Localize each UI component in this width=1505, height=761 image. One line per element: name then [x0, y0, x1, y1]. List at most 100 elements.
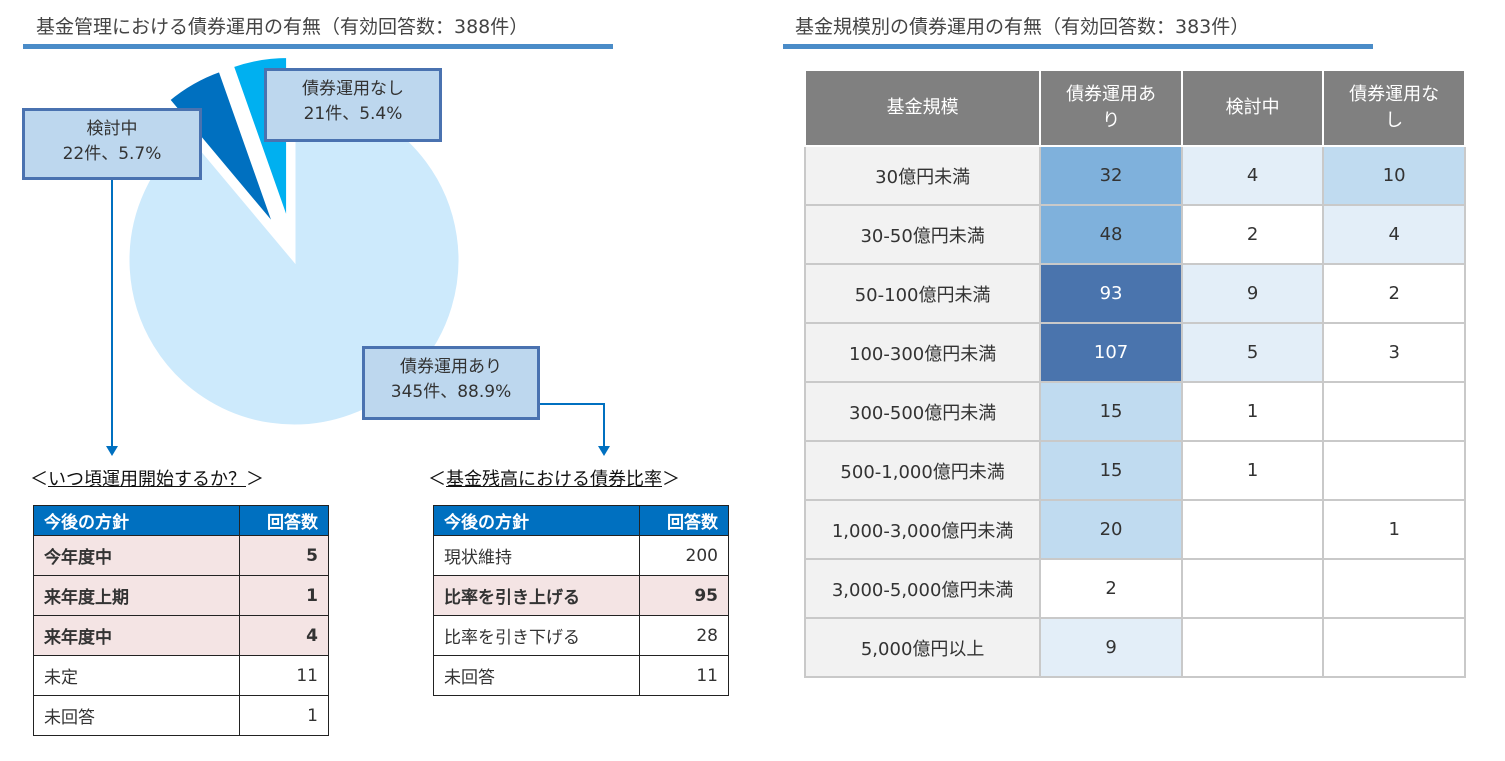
cell-検討中: 2	[1180, 204, 1325, 265]
ratio-title-text: 基金残高における債券比率	[446, 469, 662, 490]
label-nashi: 債券運用なし 21件、5.4%	[264, 68, 442, 142]
table-row: 500-1,000億円未満 15 1	[803, 440, 1466, 501]
row-label: 来年度中	[33, 615, 240, 656]
timing-header-policy: 今後の方針	[33, 505, 240, 536]
fund-size-label: 100-300億円未満	[803, 322, 1042, 383]
timing-header-count: 回答数	[239, 505, 329, 536]
cell-債券運用なし	[1322, 440, 1466, 501]
fund-size-label: 50-100億円未満	[803, 263, 1042, 324]
label-kentou-value: 22件、5.7%	[62, 144, 162, 164]
timing-title: ＜いつ頃運用開始するか？＞	[30, 469, 264, 490]
fund-size-label: 500-1,000億円未満	[803, 440, 1042, 501]
cell-検討中: 1	[1180, 381, 1325, 442]
header-nashi: 債券運用なし	[1322, 69, 1466, 147]
table-row: 未回答 1	[33, 695, 329, 736]
label-ari: 債券運用あり 345件、88.9%	[362, 346, 540, 420]
ratio-table: 今後の方針 回答数 現状維持 200 比率を引き上げる 95 比率を引き下げる 28 未回答 1…	[433, 505, 729, 696]
table-row: 30億円未満 32 4 10	[803, 145, 1466, 206]
label-ari-name: 債券運用あり	[400, 357, 502, 377]
table-row: 来年度上期 1	[33, 575, 329, 616]
right-title: 基金規模別の債券運用の有無（有効回答数：383件）	[795, 16, 1250, 38]
ratio-header-policy: 今後の方針	[433, 505, 640, 536]
table-row: 300-500億円未満 15 1	[803, 381, 1466, 442]
table-row: 30-50億円未満 48 2 4	[803, 204, 1466, 265]
arrowhead-kentou	[106, 446, 118, 456]
row-value: 1	[239, 695, 329, 736]
cell-債券運用あり: 93	[1039, 263, 1183, 324]
connector-arrows	[106, 180, 610, 456]
cell-検討中	[1180, 558, 1325, 619]
left-title-underline	[23, 44, 613, 49]
row-value: 4	[239, 615, 329, 656]
label-nashi-value: 21件、5.4%	[303, 104, 403, 124]
cell-債券運用あり: 32	[1039, 145, 1183, 206]
cell-検討中: 5	[1180, 322, 1325, 383]
table-row: 比率を引き下げる 28	[433, 615, 729, 656]
table-row: 今年度中 5	[33, 535, 329, 576]
table-row: 比率を引き上げる 95	[433, 575, 729, 616]
cell-検討中	[1180, 617, 1325, 678]
table-row: 現状維持 200	[433, 535, 729, 576]
header-kentou: 検討中	[1180, 69, 1325, 147]
header-fund-size: 基金規模	[803, 69, 1042, 147]
row-label: 未回答	[33, 695, 240, 736]
fund-size-label: 3,000-5,000億円未満	[803, 558, 1042, 619]
row-value: 11	[639, 655, 729, 696]
cell-債券運用あり: 15	[1039, 381, 1183, 442]
cell-債券運用なし	[1322, 558, 1466, 619]
label-kentou-name: 検討中	[86, 119, 138, 139]
row-label: 比率を引き下げる	[433, 615, 640, 656]
cell-債券運用なし: 3	[1322, 322, 1466, 383]
row-value: 28	[639, 615, 729, 656]
cell-債券運用なし: 4	[1322, 204, 1466, 265]
table-row: 3,000-5,000億円未満 2	[803, 558, 1466, 619]
cell-債券運用あり: 9	[1039, 617, 1183, 678]
fund-size-label: 1,000-3,000億円未満	[803, 499, 1042, 560]
cell-債券運用あり: 20	[1039, 499, 1183, 560]
timing-title-text: いつ頃運用開始するか？	[48, 469, 246, 490]
arrowhead-ari	[598, 446, 610, 456]
cell-債券運用あり: 15	[1039, 440, 1183, 501]
label-nashi-name: 債券運用なし	[302, 79, 404, 99]
cell-検討中: 4	[1180, 145, 1325, 206]
table-row: 未回答 11	[433, 655, 729, 696]
cell-債券運用なし: 1	[1322, 499, 1466, 560]
label-ari-value: 345件、88.9%	[390, 382, 512, 402]
cell-債券運用なし: 2	[1322, 263, 1466, 324]
right-title-underline	[783, 44, 1373, 49]
pie-slice-0	[126, 92, 462, 428]
table-row: 5,000億円以上 9	[803, 617, 1466, 678]
row-label: 来年度上期	[33, 575, 240, 616]
row-label: 現状維持	[433, 535, 640, 576]
row-label: 未回答	[433, 655, 640, 696]
table-row: 50-100億円未満 93 9 2	[803, 263, 1466, 324]
cell-検討中: 1	[1180, 440, 1325, 501]
table-row: 来年度中 4	[33, 615, 329, 656]
fund-size-table: 基金規模 債券運用あり 検討中 債券運用なし 30億円未満 32 4 10 30-50億…	[803, 69, 1466, 678]
left-title: 基金管理における債券運用の有無（有効回答数：388件）	[36, 16, 529, 38]
cell-検討中: 9	[1180, 263, 1325, 324]
fund-size-label: 5,000億円以上	[803, 617, 1042, 678]
cell-債券運用あり: 48	[1039, 204, 1183, 265]
cell-検討中	[1180, 499, 1325, 560]
cell-債券運用あり: 2	[1039, 558, 1183, 619]
cell-債券運用なし: 10	[1322, 145, 1466, 206]
header-ari: 債券運用あり	[1039, 69, 1183, 147]
cell-債券運用なし	[1322, 617, 1466, 678]
row-value: 5	[239, 535, 329, 576]
fund-size-label: 30億円未満	[803, 145, 1042, 206]
fund-size-label: 30-50億円未満	[803, 204, 1042, 265]
arrow-ari	[540, 403, 605, 448]
cell-債券運用あり: 107	[1039, 322, 1183, 383]
row-value: 95	[639, 575, 729, 616]
table-row: 1,000-3,000億円未満 20 1	[803, 499, 1466, 560]
row-value: 200	[639, 535, 729, 576]
row-label: 未定	[33, 655, 240, 696]
ratio-title: ＜基金残高における債券比率＞	[428, 469, 680, 490]
cell-債券運用なし	[1322, 381, 1466, 442]
timing-table: 今後の方針 回答数 今年度中 5 来年度上期 1 来年度中 4 未定 11 未回答 1	[33, 505, 329, 736]
row-label: 今年度中	[33, 535, 240, 576]
ratio-header-count: 回答数	[639, 505, 729, 536]
table-row: 100-300億円未満 107 5 3	[803, 322, 1466, 383]
table-row: 未定 11	[33, 655, 329, 696]
